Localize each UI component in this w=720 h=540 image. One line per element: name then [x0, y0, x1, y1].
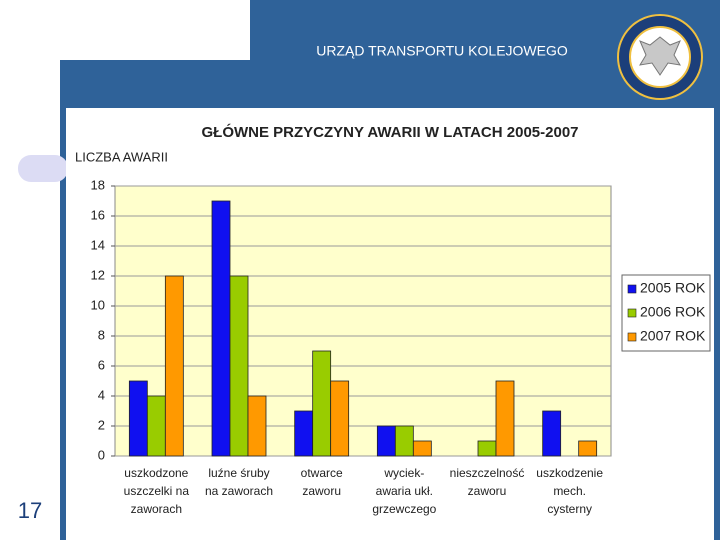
logo-eagle — [639, 36, 681, 76]
y-tick-label: 4 — [98, 387, 105, 402]
bar — [542, 410, 562, 457]
y-tick-label: 10 — [91, 297, 105, 312]
x-tick-label: luźne śruby — [208, 466, 269, 480]
x-tick-label: uszkodzone — [124, 466, 188, 480]
bar — [312, 350, 332, 457]
x-tick-label: uszkodzenie — [536, 466, 603, 480]
y-tick-label: 0 — [98, 447, 105, 462]
y-tick-label: 12 — [91, 267, 105, 282]
x-tick-label: uszczelki na — [124, 484, 190, 498]
y-axis-label: LICZBA AWARII — [75, 149, 168, 164]
x-tick-label: cysterny — [547, 502, 592, 516]
bar — [211, 200, 231, 457]
x-tick-label: otwarce — [301, 466, 343, 480]
legend-box — [621, 274, 711, 352]
logo — [617, 14, 703, 100]
chart-title: GŁÓWNE PRZYCZYNY AWARII W LATACH 2005-20… — [202, 123, 579, 141]
bar — [247, 395, 267, 457]
x-tick-label: zaworu — [302, 484, 341, 498]
legend-label: 2006 ROK — [640, 304, 706, 320]
left-pill — [18, 155, 68, 182]
x-tick-label: awaria ukł. — [376, 484, 433, 498]
page-number: 17 — [18, 498, 42, 523]
legend-label: 2007 ROK — [640, 328, 706, 344]
x-tick-label: grzewczego — [372, 502, 436, 516]
bar — [128, 380, 148, 457]
bar — [376, 425, 396, 457]
bar — [146, 395, 166, 457]
y-tick-label: 6 — [98, 357, 105, 372]
header-corner — [0, 0, 250, 60]
legend-swatch — [627, 332, 637, 342]
y-tick-label: 14 — [91, 237, 105, 252]
bar — [578, 440, 598, 457]
x-tick-label: wyciek- — [383, 466, 424, 480]
bar — [229, 275, 249, 457]
bar — [495, 380, 515, 457]
y-tick-label: 18 — [91, 177, 105, 192]
legend-swatch — [627, 308, 637, 318]
y-tick-label: 8 — [98, 327, 105, 342]
y-tick-label: 16 — [91, 207, 105, 222]
header-title: URZĄD TRANSPORTU KOLEJOWEGO — [316, 43, 568, 59]
bar — [412, 440, 432, 457]
bar — [294, 410, 314, 457]
x-tick-label: zaworu — [468, 484, 507, 498]
x-tick-label: na zaworach — [205, 484, 273, 498]
x-tick-label: zaworach — [131, 502, 182, 516]
y-tick-label: 2 — [98, 417, 105, 432]
bar — [330, 380, 350, 457]
x-tick-label: mech. — [553, 484, 586, 498]
legend-label: 2005 ROK — [640, 280, 706, 296]
legend-swatch — [627, 284, 637, 294]
bar — [164, 275, 184, 457]
plot-area — [114, 185, 612, 457]
x-tick-label: nieszczelność — [450, 466, 525, 480]
bar — [477, 440, 497, 457]
left-strip — [0, 60, 60, 540]
bar — [394, 425, 414, 457]
